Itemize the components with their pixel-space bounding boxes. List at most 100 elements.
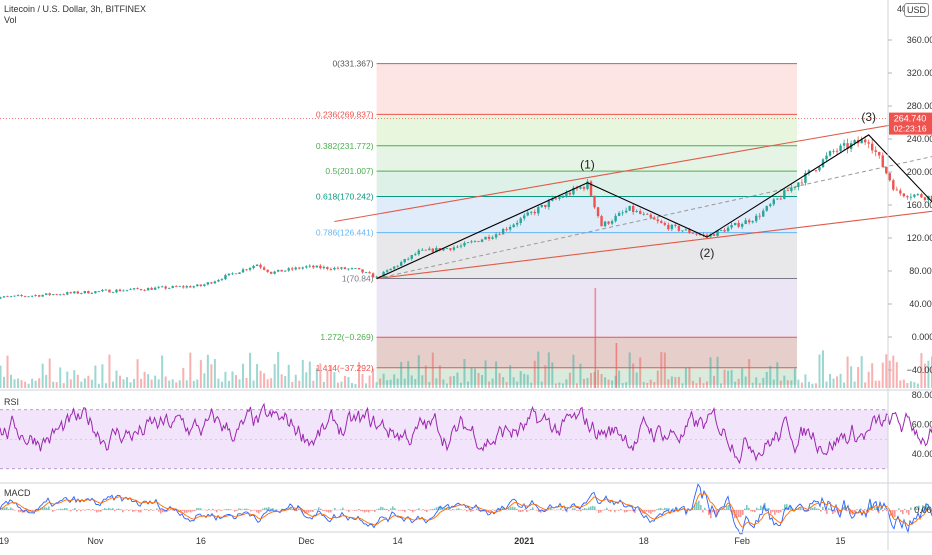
candle-body xyxy=(193,286,195,287)
candle-body xyxy=(446,248,448,249)
volume-bar xyxy=(829,374,831,388)
fib-label-1: 1(70.84) xyxy=(342,274,374,284)
volume-bar xyxy=(372,369,374,388)
candle-body xyxy=(618,213,620,216)
price-axis-label: 320.000 xyxy=(907,68,932,78)
volume-bar xyxy=(815,383,817,388)
candle-body xyxy=(477,241,479,242)
volume-bar xyxy=(892,356,894,388)
macd-histogram-bar xyxy=(136,510,138,511)
candle-body xyxy=(143,290,145,291)
candle-body xyxy=(235,273,237,274)
candle-body xyxy=(460,246,462,247)
macd-histogram-bar xyxy=(372,510,374,511)
candle-body xyxy=(63,294,65,295)
candle-body xyxy=(597,207,599,216)
candle-body xyxy=(105,290,107,291)
volume-bar xyxy=(485,360,487,388)
volume-bar xyxy=(123,379,125,388)
currency-button[interactable]: USD xyxy=(904,3,929,17)
candle-body xyxy=(470,241,472,242)
macd-histogram-bar xyxy=(324,510,326,511)
macd-histogram-bar xyxy=(704,508,706,510)
volume-bar xyxy=(369,375,371,388)
fibonacci-retracement[interactable]: 0(331.367)0.236(269.837)0.382(231.772)0.… xyxy=(316,59,797,385)
candle-body xyxy=(210,282,212,283)
macd-histogram-bar xyxy=(822,507,824,510)
macd-histogram-bar xyxy=(188,510,190,512)
macd-histogram-bar xyxy=(74,508,76,510)
macd-histogram-bar xyxy=(246,509,248,510)
volume-bar xyxy=(330,365,332,388)
candle-body xyxy=(678,226,680,231)
volume-bar xyxy=(544,365,546,388)
time-axis-label: Dec xyxy=(298,536,315,546)
volume-bar xyxy=(281,374,283,388)
fib-band-1 xyxy=(377,279,797,338)
macd-histogram-bar xyxy=(148,510,150,511)
macd-histogram-bar xyxy=(112,508,114,510)
symbol-title[interactable]: Litecoin / U.S. Dollar, 3h, BITFINEX xyxy=(4,4,146,15)
volume-bar xyxy=(657,371,659,388)
macd-histogram-bar xyxy=(894,510,896,517)
volume-bar xyxy=(650,380,652,388)
volume-bar xyxy=(456,373,458,388)
candle-body xyxy=(24,296,26,297)
macd-histogram-bar xyxy=(258,510,260,513)
volume-bar xyxy=(558,382,560,388)
macd-histogram-bar xyxy=(264,508,266,510)
volume-bar xyxy=(611,381,613,388)
macd-histogram-bar xyxy=(374,510,376,512)
volume-bar xyxy=(376,382,378,388)
candle-body xyxy=(291,268,293,269)
macd-histogram-bar xyxy=(80,510,82,511)
volume-bar xyxy=(98,384,100,388)
macd-histogram-bar xyxy=(580,510,582,511)
volume-bar xyxy=(506,382,508,388)
macd-histogram-bar xyxy=(224,509,226,510)
candle-body xyxy=(892,180,894,189)
macd-histogram-bar xyxy=(724,509,726,510)
time-axis-label: Feb xyxy=(734,536,750,546)
candle-body xyxy=(565,193,567,197)
candle-body xyxy=(734,223,736,225)
macd-histogram-bar xyxy=(326,510,328,512)
candle-body xyxy=(755,216,757,221)
candle-body xyxy=(256,265,258,266)
candle-body xyxy=(727,228,729,232)
candle-body xyxy=(52,294,54,295)
macd-histogram-bar xyxy=(900,510,902,512)
macd-histogram-bar xyxy=(340,509,342,510)
volume-bar xyxy=(147,374,149,388)
volume-bar xyxy=(720,383,722,388)
volume-bar xyxy=(502,377,504,388)
volume-bar xyxy=(80,382,82,388)
volume-bar xyxy=(516,382,518,388)
volume-bar xyxy=(695,383,697,388)
volume-bar xyxy=(629,352,631,388)
volume-bar xyxy=(442,379,444,388)
volume-bar xyxy=(674,377,676,388)
fib-label-0.236: 0.236(269.837) xyxy=(316,109,374,119)
macd-histogram-bar xyxy=(590,506,592,510)
fib-label-0.382: 0.382(231.772) xyxy=(316,141,374,151)
macd-histogram-bar xyxy=(196,508,198,510)
macd-histogram-bar xyxy=(512,507,514,510)
candle-body xyxy=(867,142,869,143)
candle-body xyxy=(407,259,409,260)
volume-bar xyxy=(913,382,915,388)
macd-histogram-bar xyxy=(536,510,538,511)
macd-histogram-bar xyxy=(208,509,210,510)
fib-band-0.236 xyxy=(377,114,797,145)
volume-bar xyxy=(534,361,536,388)
candle-body xyxy=(527,212,529,215)
candle-body xyxy=(182,286,184,287)
candle-body xyxy=(94,291,96,293)
volume-bar xyxy=(643,382,645,388)
volume-bar xyxy=(868,372,870,388)
volume-bar xyxy=(713,376,715,388)
volume-bar xyxy=(108,355,110,388)
price-axis-label: 40.000 xyxy=(909,299,932,309)
volume-bar xyxy=(889,361,891,388)
